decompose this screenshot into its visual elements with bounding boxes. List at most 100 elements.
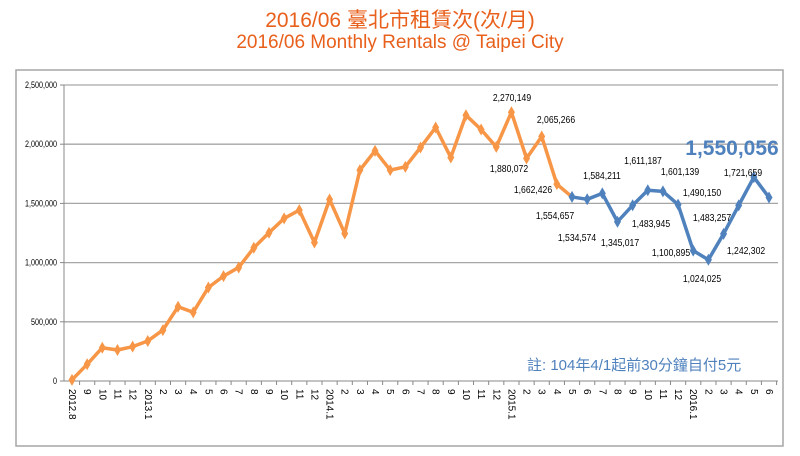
data-point xyxy=(674,198,682,211)
data-point xyxy=(629,199,637,212)
data-point xyxy=(492,140,500,153)
x-tick-label: 3 xyxy=(354,389,365,395)
x-tick-label: 9 xyxy=(445,389,456,395)
x-tick-label: 6 xyxy=(399,389,410,395)
data-label: 1,534,574 xyxy=(558,232,597,244)
data-point xyxy=(659,185,667,198)
x-tick-label: 9 xyxy=(627,389,638,395)
data-point xyxy=(83,358,91,371)
data-point xyxy=(250,241,258,254)
x-tick-label: 6 xyxy=(763,389,774,395)
x-tick-label: 10 xyxy=(278,389,289,401)
y-tick-label: 0 xyxy=(53,376,57,386)
data-point xyxy=(280,212,288,225)
data-point xyxy=(432,121,440,134)
data-point xyxy=(356,164,364,177)
series-line-before xyxy=(70,110,574,382)
x-tick-label: 6 xyxy=(218,389,229,395)
data-label: 1,662,426 xyxy=(514,184,552,196)
x-tick-label: 4 xyxy=(369,389,380,395)
data-label: 2,270,149 xyxy=(493,92,531,104)
x-tick-label: 4 xyxy=(733,389,744,395)
data-label: 1,601,139 xyxy=(661,166,699,178)
data-point xyxy=(538,130,546,143)
data-point xyxy=(720,227,728,240)
x-tick-label: 12 xyxy=(672,389,683,401)
data-point xyxy=(113,343,121,356)
x-tick-label: 10 xyxy=(642,389,653,401)
data-point xyxy=(144,334,152,347)
x-tick-label: 11 xyxy=(293,389,304,400)
x-tick-label: 2014.1 xyxy=(324,389,335,420)
data-point xyxy=(189,306,197,319)
data-point xyxy=(568,190,576,203)
chart-subtitle: 2016/06 Monthly Rentals @ Taipei City xyxy=(236,32,564,53)
x-tick-label: 11 xyxy=(475,389,486,400)
x-tick-label: 3 xyxy=(536,389,547,395)
data-point xyxy=(295,204,303,217)
x-tick-label: 9 xyxy=(263,389,274,395)
data-label-highlight: 1,550,056 xyxy=(685,137,778,160)
data-point xyxy=(174,300,182,313)
data-point xyxy=(98,341,106,354)
data-point xyxy=(235,261,243,274)
data-point xyxy=(159,324,167,337)
x-tick-label: 5 xyxy=(566,389,577,395)
data-label: 1,584,211 xyxy=(583,170,621,182)
data-point xyxy=(613,215,621,228)
data-point xyxy=(704,253,712,266)
data-label: 1,880,072 xyxy=(490,163,528,175)
data-label: 1,721,659 xyxy=(724,167,762,179)
data-point xyxy=(204,281,212,294)
x-tick-label: 2 xyxy=(157,389,168,395)
data-point xyxy=(689,244,697,257)
x-tick-label: 2 xyxy=(521,389,532,395)
data-point xyxy=(401,160,409,173)
x-tick-label: 10 xyxy=(460,389,471,401)
x-tick-label: 11 xyxy=(111,389,122,400)
data-point xyxy=(644,184,652,197)
data-point xyxy=(447,151,455,164)
data-label: 1,345,017 xyxy=(601,237,639,249)
x-tick-label: 10 xyxy=(96,389,107,401)
data-label: 1,611,187 xyxy=(624,155,662,167)
data-point xyxy=(462,109,470,122)
x-tick-label: 2015.1 xyxy=(505,389,516,420)
chart-title: 2016/06 臺北市租賃次(次/月) xyxy=(265,9,535,32)
data-point xyxy=(523,152,531,165)
x-tick-label: 2 xyxy=(702,389,713,395)
x-tick-label: 5 xyxy=(202,389,213,395)
data-point xyxy=(735,199,743,212)
data-label: 1,490,150 xyxy=(683,187,721,199)
x-tick-label: 11 xyxy=(657,389,668,400)
x-tick-label: 2 xyxy=(339,389,350,395)
y-tick-label: 2,000,000 xyxy=(25,139,57,149)
y-tick-label: 1,500,000 xyxy=(25,199,57,209)
x-tick-label: 7 xyxy=(233,389,244,395)
data-point xyxy=(477,123,485,136)
data-label: 1,483,257 xyxy=(693,212,731,224)
data-point xyxy=(598,187,606,200)
data-label: 1,554,657 xyxy=(536,210,574,222)
x-tick-label: 6 xyxy=(581,389,592,395)
data-point xyxy=(417,141,424,154)
data-label: 1,100,895 xyxy=(652,247,690,259)
data-point xyxy=(371,144,379,157)
x-tick-label: 8 xyxy=(248,389,259,395)
data-point xyxy=(507,106,515,119)
data-label: 1,483,945 xyxy=(632,218,670,230)
data-point xyxy=(750,171,758,184)
data-point xyxy=(220,270,228,283)
x-tick-label: 4 xyxy=(187,389,198,395)
data-point xyxy=(326,193,334,206)
x-tick-label: 8 xyxy=(611,389,622,395)
x-tick-label: 12 xyxy=(490,389,501,401)
x-tick-label: 2016.1 xyxy=(687,389,698,420)
x-tick-label: 9 xyxy=(81,389,92,395)
x-tick-label: 3 xyxy=(172,389,183,395)
x-tick-label: 7 xyxy=(415,389,426,395)
x-tick-label: 5 xyxy=(748,389,759,395)
data-point xyxy=(129,340,137,353)
data-point xyxy=(386,164,394,177)
data-label: 1,024,025 xyxy=(683,273,721,285)
